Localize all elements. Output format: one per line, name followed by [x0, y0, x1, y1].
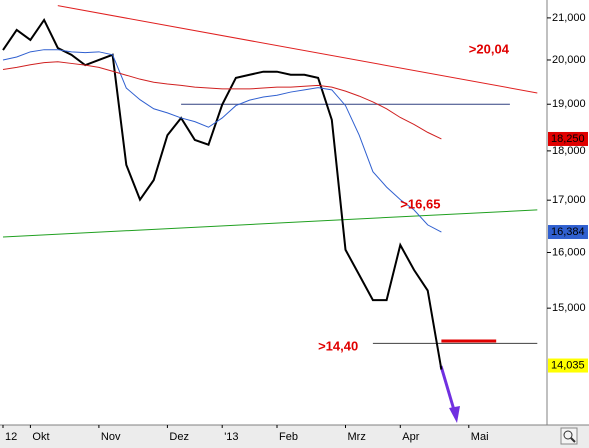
series-line [2, 17, 443, 370]
value-tag-label: 18,250 [551, 133, 585, 145]
trendline [57, 5, 538, 94]
arrow-shaft [439, 365, 456, 411]
x-tick-label: Feb [279, 431, 298, 443]
value-tag-label: 16,384 [551, 226, 585, 238]
trend-arrow [439, 365, 460, 423]
zoom-lens [563, 430, 573, 440]
zoom-icon[interactable] [560, 427, 578, 445]
value-tag [548, 225, 588, 240]
y-tick-label: 15,000 [552, 302, 586, 314]
x-tick-label: 12 [5, 431, 17, 443]
trendline [2, 209, 538, 238]
x-tick-label: Okt [32, 431, 49, 443]
arrow-head [449, 406, 460, 423]
x-tick-label: '13 [224, 431, 238, 443]
x-tick-label: Apr [402, 431, 419, 443]
annotation: >14,40 [318, 338, 358, 353]
x-tick-label: Dez [169, 431, 189, 443]
series-line [2, 61, 442, 140]
x-tick-label: Nov [101, 431, 121, 443]
annotation: >20,04 [469, 42, 510, 57]
annotation: >16,65 [400, 197, 440, 212]
y-tick-label: 21,000 [552, 12, 586, 24]
x-tick-label: Mrz [348, 431, 366, 443]
x-tick-label: Mai [471, 431, 489, 443]
series-line [2, 49, 442, 233]
plot-area [2, 5, 538, 370]
value-tag [548, 131, 588, 146]
y-tick-label: 18,000 [552, 145, 586, 157]
value-tag-label: 14,035 [551, 359, 585, 371]
zoom-handle [570, 437, 576, 443]
x-axis-band [0, 425, 589, 448]
value-tag [548, 358, 588, 373]
y-tick-label: 17,000 [552, 194, 586, 206]
y-tick-label: 16,000 [552, 246, 586, 258]
y-tick-label: 20,000 [552, 54, 586, 66]
y-tick-label: 19,000 [552, 98, 586, 110]
